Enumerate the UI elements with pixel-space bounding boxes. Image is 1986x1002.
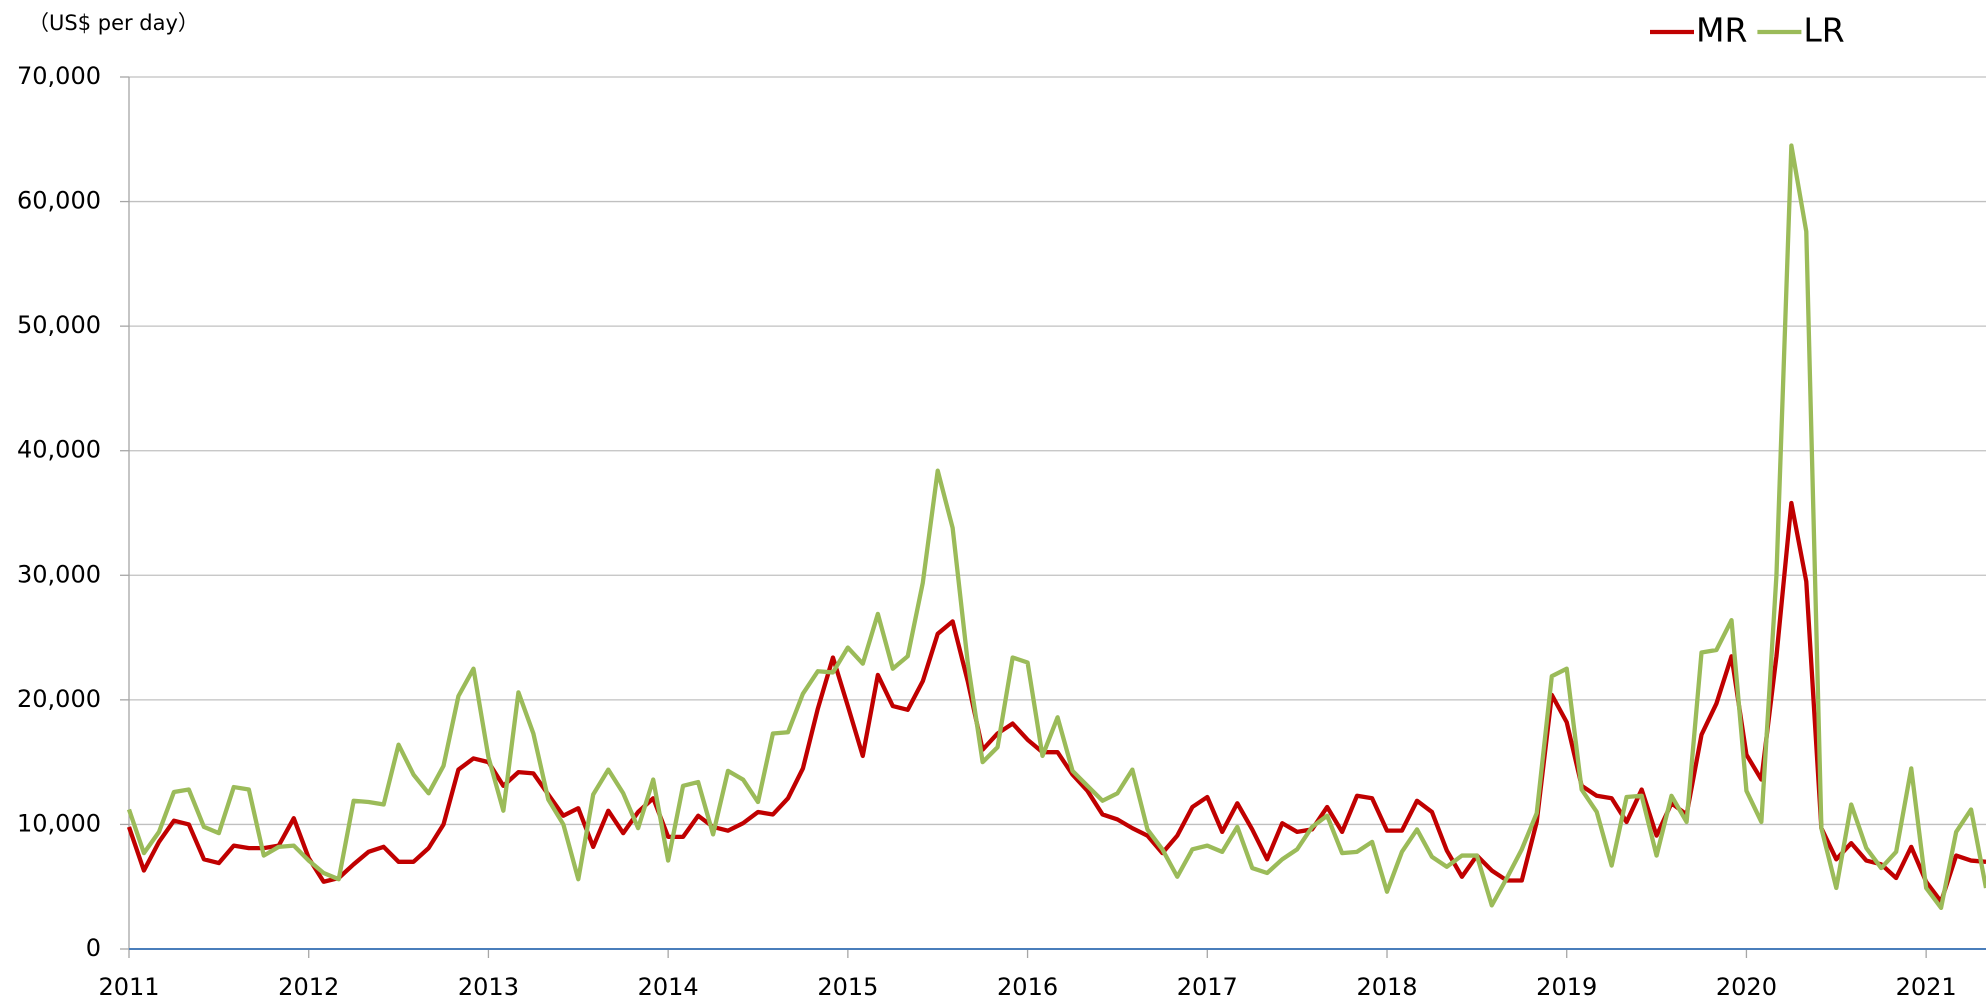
y-tick-label: 70,000	[17, 62, 101, 90]
legend-label: MR	[1696, 11, 1747, 50]
y-tick-label: 20,000	[17, 685, 101, 713]
legend-label: LR	[1803, 11, 1844, 50]
x-tick-label: 2018	[1356, 973, 1417, 1001]
unit-label: （US$ per day）	[28, 11, 199, 35]
x-tick-label: 2021	[1896, 973, 1957, 1001]
y-tick-label: 60,000	[17, 187, 101, 215]
y-tick-label: 10,000	[17, 809, 101, 837]
x-tick-label: 2017	[1177, 973, 1238, 1001]
series-line	[126, 143, 1986, 911]
x-tick-label: 2011	[98, 973, 159, 1001]
x-tick-label: 2012	[278, 973, 339, 1001]
x-tick-label: 2014	[638, 973, 699, 1001]
x-tick-label: 2016	[997, 973, 1058, 1001]
y-tick-label: 30,000	[17, 560, 101, 588]
x-tick-label: 2019	[1536, 973, 1597, 1001]
x-tick-label: 2015	[817, 973, 878, 1001]
x-tick-label: 2020	[1716, 973, 1777, 1001]
series-line	[126, 500, 1986, 904]
x-tick-label: 2013	[458, 973, 519, 1001]
y-tick-label: 50,000	[17, 311, 101, 339]
y-tick-label: 40,000	[17, 436, 101, 464]
y-tick-label: 0	[86, 934, 101, 962]
